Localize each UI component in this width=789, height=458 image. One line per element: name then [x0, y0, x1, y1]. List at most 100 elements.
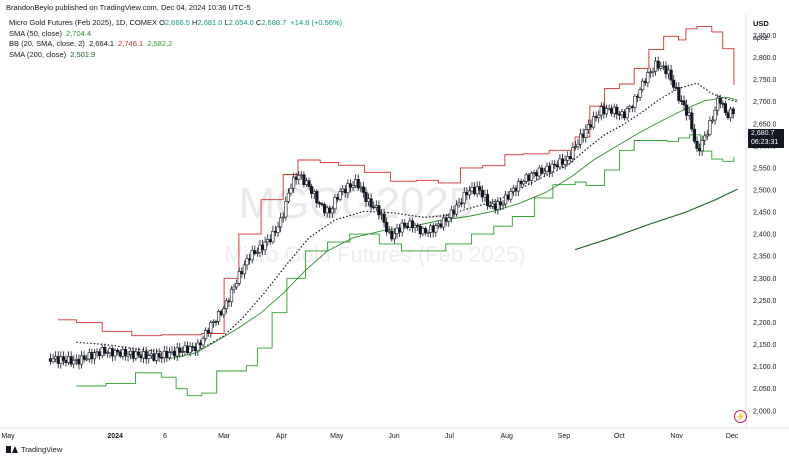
- last-price-tag: 2,680.7 06:23:31: [748, 129, 784, 148]
- bb-legend-row[interactable]: BB (20, SMA, close, 2) 2,664.1 2,746.1 2…: [9, 39, 342, 50]
- candle-body: [501, 203, 505, 206]
- candle-body: [341, 188, 345, 192]
- candle-body: [387, 230, 391, 233]
- tradingview-mark-icon: [6, 446, 18, 453]
- candle-body: [483, 194, 487, 198]
- candle-body: [263, 241, 267, 251]
- time-axis[interactable]: May 2024 6 Mar Apr May Jun Jul Aug Sep Oct Nov Dec: [1, 433, 738, 440]
- candle-body: [266, 239, 270, 243]
- candle-body: [229, 288, 234, 303]
- currency-selector[interactable]: USD apoz: [747, 16, 787, 46]
- symbol-legend-row[interactable]: Micro Gold Futures (Feb 2025), 1D, COMEX…: [9, 18, 342, 29]
- candle-body: [312, 191, 316, 194]
- candle-body: [294, 176, 298, 180]
- candle-body: [201, 338, 205, 346]
- time-tick-label: Mar: [218, 433, 231, 440]
- candle-body: [227, 300, 231, 303]
- candle-body: [615, 106, 619, 115]
- sma50-legend-row[interactable]: SMA (50, close) 2,704.4: [9, 29, 342, 40]
- candle-body: [121, 349, 125, 357]
- candle-body: [532, 172, 536, 174]
- candle-body: [116, 350, 120, 353]
- sma200-value: 2,501.9: [70, 49, 96, 59]
- candle-body: [589, 124, 593, 128]
- candle-body: [108, 348, 112, 354]
- candle-body: [379, 213, 384, 216]
- candle-body: [322, 204, 327, 214]
- candle-body: [359, 186, 363, 189]
- watermark-description: Micro Gold Futures (Feb 2025): [225, 242, 526, 267]
- candle-body: [550, 163, 554, 173]
- candle-body: [129, 350, 133, 355]
- candle-body: [304, 180, 309, 185]
- candle-body: [599, 106, 603, 116]
- bb-basis-value: 2,664.1: [88, 39, 114, 48]
- candle-body: [705, 133, 709, 137]
- candle-body: [72, 359, 76, 365]
- candle-body: [178, 347, 182, 353]
- candle-body: [170, 350, 174, 353]
- price-tick-label: 2,350.0: [753, 254, 776, 261]
- candle-body: [542, 170, 547, 174]
- open-value: 2,666.5: [164, 18, 190, 27]
- candle-body: [511, 187, 515, 192]
- price-tick-label: 2,800.0: [753, 55, 776, 62]
- candle-body: [625, 108, 629, 119]
- candle-body: [87, 352, 91, 360]
- candle-body: [558, 158, 562, 168]
- candle-body: [602, 106, 606, 115]
- candle-body: [374, 205, 378, 208]
- symbol-description: Micro Gold Futures (Feb 2025), 1D, COMEX: [9, 18, 157, 27]
- candle-body: [110, 348, 115, 357]
- bb-upper-value: 2,746.1: [118, 39, 144, 48]
- candle-body: [718, 97, 722, 104]
- candle-body: [710, 119, 715, 122]
- candle-body: [240, 271, 244, 275]
- candle-body: [418, 225, 422, 235]
- candle-body: [123, 349, 128, 357]
- flash-icon[interactable]: ⚡: [734, 410, 747, 423]
- candle-body: [395, 227, 399, 234]
- price-tick-label: 2,250.0: [753, 298, 776, 305]
- candle-body: [299, 174, 303, 177]
- candle-body: [475, 186, 479, 195]
- candle-body: [716, 97, 720, 111]
- candle-body: [617, 113, 621, 116]
- candle-body: [677, 87, 681, 101]
- candle-body: [449, 209, 453, 218]
- candle-body: [136, 351, 141, 356]
- sma200-legend-row[interactable]: SMA (200, close) 2,501.9: [9, 50, 342, 61]
- candle-body: [66, 356, 71, 363]
- candle-body: [527, 174, 531, 181]
- low-label: L: [224, 18, 229, 27]
- candle-body: [258, 244, 262, 253]
- candle-body: [560, 158, 565, 165]
- candle-body: [540, 167, 544, 174]
- candle-body: [703, 135, 707, 141]
- bb-upper-line: [57, 26, 735, 337]
- candle-body: [653, 60, 658, 72]
- low-value: 2,654.0: [228, 18, 254, 27]
- candle-body: [690, 112, 694, 130]
- candle-body: [537, 167, 541, 177]
- candle-body: [69, 356, 73, 365]
- candle-body: [338, 191, 342, 200]
- candle-body: [400, 222, 404, 233]
- candle-body: [157, 353, 161, 358]
- candle-body: [95, 351, 99, 354]
- candle-body: [289, 187, 293, 194]
- candle-body: [579, 133, 583, 145]
- candle-body: [397, 227, 402, 233]
- price-axis[interactable]: 2,850.02,800.02,750.02,700.02,650.02,600…: [753, 33, 776, 415]
- candle-body: [630, 106, 634, 108]
- sma200-label: SMA (200, close): [9, 49, 67, 59]
- candle-body: [403, 222, 407, 227]
- sma50-value: 2,704.4: [66, 28, 92, 38]
- candle-body: [325, 207, 329, 214]
- candle-body: [439, 223, 443, 228]
- candle-body: [454, 204, 459, 215]
- candle-body: [496, 201, 500, 210]
- tradingview-logo[interactable]: TradingView: [6, 445, 62, 454]
- candle-body: [248, 258, 252, 261]
